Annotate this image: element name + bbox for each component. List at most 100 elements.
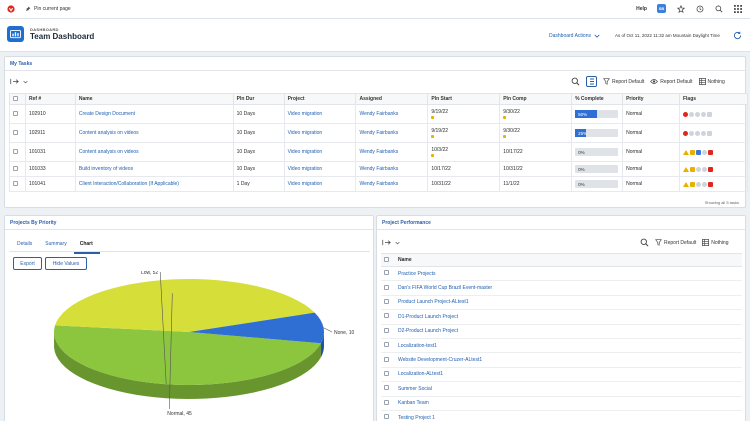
tab-summary[interactable]: Summary [45, 241, 67, 247]
pin-current-page-button[interactable]: Pin current page [25, 6, 71, 12]
column-header[interactable]: Pln Start [427, 93, 501, 105]
export-button[interactable]: Export [13, 257, 42, 270]
assigned-link[interactable]: Wendy Fairbanks [359, 149, 399, 155]
grouping-nothing[interactable]: Nothing [702, 239, 728, 246]
column-header[interactable]: Pln Comp [499, 93, 573, 105]
pie-slice-low[interactable] [53, 325, 321, 386]
pie-slice-none[interactable] [189, 312, 324, 344]
table-row[interactable]: Localization-ALtest1 [381, 367, 742, 383]
row-checkbox[interactable] [384, 327, 389, 333]
tab-chart[interactable]: Chart [73, 238, 100, 254]
table-row[interactable]: Practice Projects [381, 266, 742, 282]
recent-icon[interactable] [695, 4, 704, 13]
row-checkbox[interactable] [384, 284, 389, 290]
row-checkbox[interactable] [384, 370, 389, 376]
workfront-logo[interactable] [7, 5, 15, 13]
row-checkbox[interactable] [13, 180, 18, 186]
table-row[interactable]: Dan's FIFA World Cup Brazil Event-master [381, 280, 742, 296]
table-row[interactable]: 101041 Client Interaction/Collaboration … [9, 176, 749, 192]
task-name-link[interactable]: Build inventory of videos [78, 166, 134, 172]
dashboard-actions-dropdown[interactable]: Dashboard Actions [549, 33, 600, 39]
project-name-link[interactable]: Localization-ALtest1 [398, 371, 444, 378]
project-name-link[interactable]: Kanban Team [398, 400, 429, 407]
column-header[interactable]: Assigned [355, 93, 429, 105]
assigned-link[interactable]: Wendy Fairbanks [359, 166, 399, 172]
task-name-link[interactable]: Content analysis on videos [78, 130, 139, 136]
project-name-link[interactable]: Testing Project 1 [398, 414, 435, 421]
row-checkbox[interactable] [13, 129, 18, 135]
column-header[interactable]: Name [74, 93, 234, 105]
tab-details[interactable]: Details [17, 241, 33, 247]
row-checkbox[interactable] [13, 148, 18, 154]
table-row[interactable]: Kanban Team [381, 396, 742, 411]
search-icon[interactable] [571, 77, 580, 86]
row-checkbox[interactable] [384, 385, 389, 391]
table-row[interactable]: Localization-test1 [381, 338, 742, 354]
table-row[interactable]: D2-Product Launch Project [381, 324, 742, 339]
row-checkbox[interactable] [384, 399, 389, 405]
project-name-link[interactable]: Product Launch Project-ALtest1 [398, 299, 469, 306]
star-icon[interactable] [676, 4, 685, 13]
select-all-header[interactable] [9, 93, 26, 105]
help-link[interactable]: Help [636, 5, 647, 12]
table-row[interactable]: 101033 Build inventory of videos 10 Days… [9, 161, 749, 177]
project-link[interactable]: Video migration [287, 149, 323, 155]
table-row[interactable]: 102910 Create Design Document 10 Days Vi… [9, 104, 749, 124]
select-all-checkbox[interactable] [384, 256, 389, 262]
pie-slice-normal[interactable] [55, 279, 315, 332]
table-row[interactable]: Testing Project 1 [381, 410, 742, 421]
search-icon[interactable] [640, 238, 649, 247]
column-header[interactable]: Pln Dur [232, 93, 285, 105]
table-row[interactable]: 101031 Content analysis on videos 10 Day… [9, 142, 749, 162]
chevron-down-icon[interactable] [395, 241, 400, 245]
export-arrow-icon[interactable] [382, 239, 391, 246]
select-all-checkbox[interactable] [13, 95, 18, 101]
row-checkbox[interactable] [13, 165, 18, 171]
task-name-link[interactable]: Create Design Document [78, 111, 136, 117]
project-name-link[interactable]: Practice Projects [398, 270, 436, 277]
row-checkbox[interactable] [384, 270, 389, 276]
column-header[interactable]: Project [283, 93, 357, 105]
row-checkbox[interactable] [384, 298, 389, 304]
column-header[interactable]: Ref # [24, 93, 76, 105]
search-icon[interactable] [714, 4, 723, 13]
project-name-link[interactable]: D2-Product Launch Project [398, 328, 459, 335]
project-name-link[interactable]: Localization-test1 [398, 342, 437, 349]
project-name-link[interactable]: D1-Product Launch Project [398, 313, 459, 320]
project-name-link[interactable]: Summer Social [398, 385, 432, 392]
task-name-link[interactable]: Content analysis on videos [78, 149, 139, 155]
column-header[interactable]: Priority [622, 93, 680, 105]
grouping-nothing[interactable]: Nothing [698, 78, 725, 85]
project-link[interactable]: Video migration [287, 111, 323, 117]
project-link[interactable]: Video migration [287, 181, 323, 187]
view-report-default[interactable]: Report Default [650, 78, 693, 85]
project-link[interactable]: Video migration [287, 130, 323, 136]
project-name-link[interactable]: Website Development-Cruzer-ALtest1 [398, 357, 483, 364]
row-checkbox[interactable] [384, 342, 389, 348]
column-settings-icon[interactable] [586, 76, 597, 87]
project-link[interactable]: Video migration [287, 166, 323, 172]
table-row[interactable]: Website Development-Cruzer-ALtest1 [381, 352, 742, 368]
assigned-link[interactable]: Wendy Fairbanks [359, 130, 399, 136]
row-checkbox[interactable] [13, 110, 18, 116]
row-checkbox[interactable] [384, 414, 389, 420]
chevron-down-icon[interactable] [23, 80, 28, 84]
assigned-link[interactable]: Wendy Fairbanks [359, 181, 399, 187]
task-name-link[interactable]: Client Interaction/Collaboration (If App… [78, 181, 179, 187]
assigned-link[interactable]: Wendy Fairbanks [359, 111, 399, 117]
hide-values-button[interactable]: Hide Values [45, 257, 87, 270]
table-row[interactable]: Product Launch Project-ALtest1 [381, 295, 742, 311]
filter-report-default[interactable]: Report Default [655, 239, 696, 246]
column-header[interactable]: Flags [678, 93, 749, 105]
table-row[interactable]: D1-Product Launch Project [381, 309, 742, 325]
user-badge[interactable]: SB [657, 4, 666, 13]
column-header[interactable]: % Complete [571, 93, 624, 105]
row-checkbox[interactable] [384, 313, 389, 319]
apps-grid-icon[interactable] [733, 4, 742, 13]
refresh-icon[interactable] [733, 31, 742, 40]
table-row[interactable]: Summer Social [381, 381, 742, 397]
table-row[interactable]: 102911 Content analysis on videos 10 Day… [9, 123, 749, 143]
export-arrow-icon[interactable] [10, 78, 19, 85]
column-header[interactable]: Name [395, 253, 742, 267]
filter-report-default[interactable]: Report Default [603, 78, 644, 85]
